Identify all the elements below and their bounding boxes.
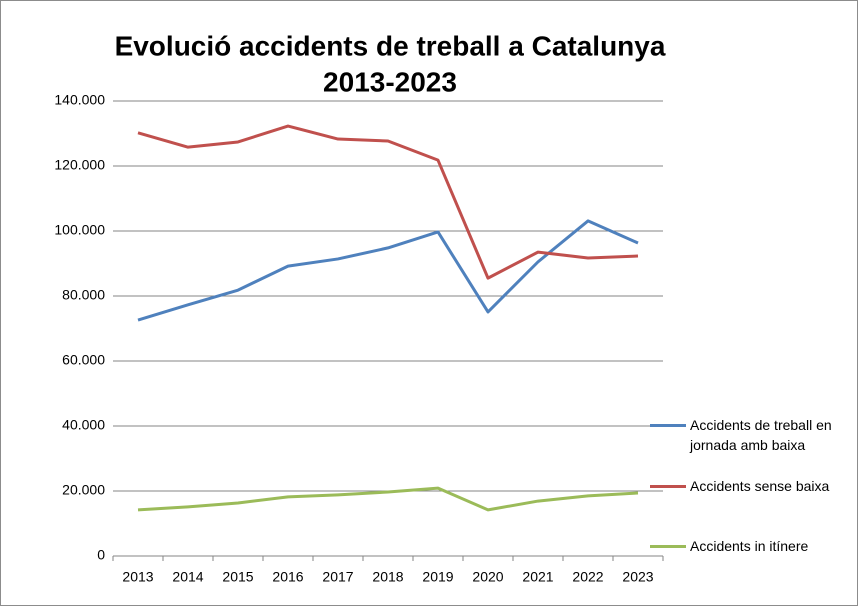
legend-entry: Accidents de treball en jornada amb baix… (650, 415, 848, 455)
line-series (137, 219, 639, 322)
y-tick-label: 60.000 (62, 352, 105, 368)
legend-swatch (650, 545, 686, 548)
x-tick-label: 2019 (422, 569, 453, 585)
legend-entry: Accidents in itínere (650, 536, 848, 556)
x-tick-label: 2022 (572, 569, 603, 585)
legend-entry: Accidents sense baixa (650, 476, 848, 496)
x-tick-label: 2023 (622, 569, 653, 585)
legend-label: Accidents de treball en jornada amb baix… (690, 417, 832, 453)
y-tick-label: 100.000 (54, 222, 105, 238)
chart-title: 2013-2023 (323, 66, 457, 97)
x-tick-label: 2016 (272, 569, 303, 585)
x-tick-label: 2015 (222, 569, 253, 585)
x-tick-label: 2020 (472, 569, 503, 585)
y-tick-label: 20.000 (62, 482, 105, 498)
y-tick-label: 80.000 (62, 287, 105, 303)
legend-label: Accidents sense baixa (690, 478, 830, 494)
legend-swatch (650, 485, 686, 488)
x-tick-label: 2013 (122, 569, 153, 585)
line-series (137, 486, 639, 512)
y-tick-label: 140.000 (54, 92, 105, 108)
legend-label: Accidents in itínere (690, 538, 809, 554)
y-tick-label: 120.000 (54, 157, 105, 173)
legend-swatch (650, 424, 686, 427)
x-tick-label: 2018 (372, 569, 403, 585)
y-tick-label: 40.000 (62, 417, 105, 433)
x-tick-label: 2021 (522, 569, 553, 585)
chart-title: Evolució accidents de treball a Cataluny… (115, 30, 666, 61)
y-tick-label: 0 (97, 547, 105, 563)
line-series (137, 124, 639, 280)
x-tick-label: 2014 (172, 569, 203, 585)
x-tick-label: 2017 (322, 569, 353, 585)
